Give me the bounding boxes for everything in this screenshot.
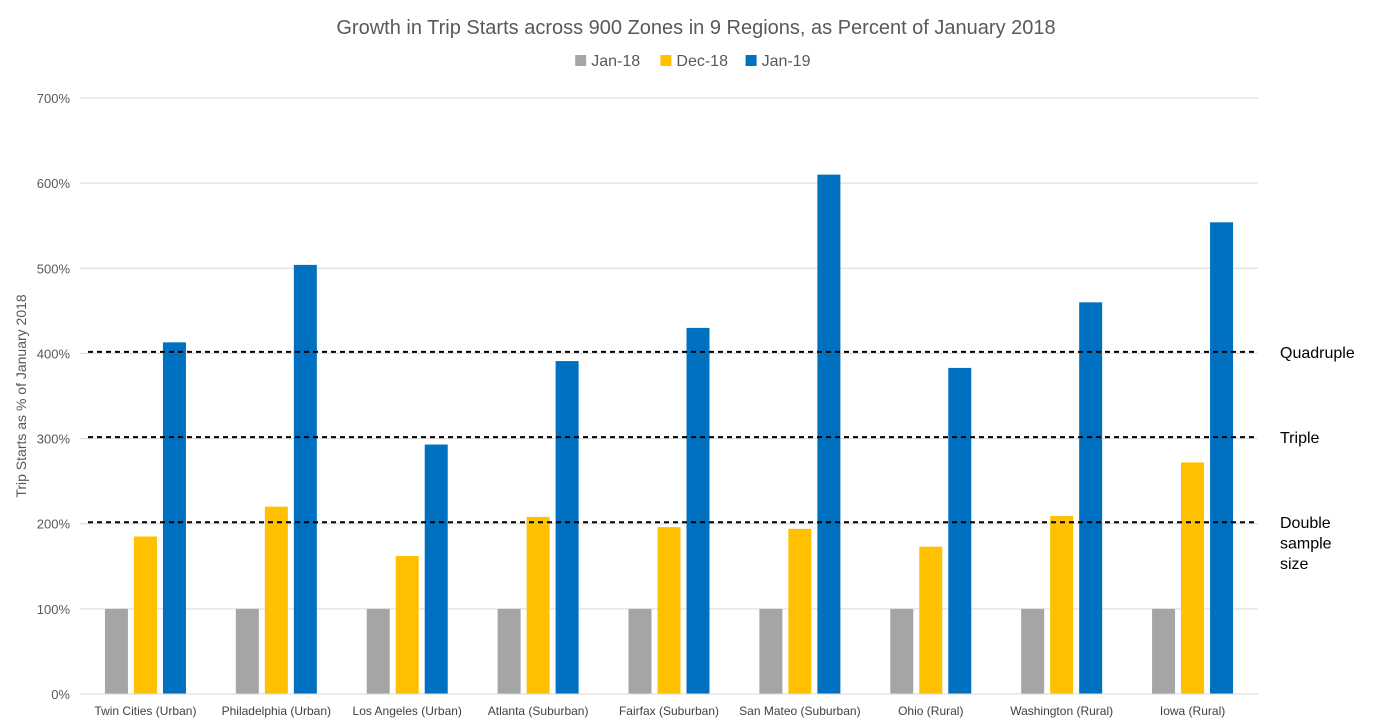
x-axis-categories: Twin Cities (Urban) Philadelphia (Urban) L… (94, 704, 1225, 718)
y-tick-label: 200% (37, 517, 71, 532)
reference-line-label: sample (1280, 536, 1332, 553)
y-tick-label: 400% (37, 346, 71, 361)
reference-line-label: size (1280, 556, 1309, 573)
x-category-label: Fairfax (Suburban) (619, 704, 719, 718)
bar-dec-18-5 (788, 528, 812, 694)
bar-jan-18-0 (104, 608, 128, 694)
x-category-label: Twin Cities (Urban) (94, 704, 196, 718)
bar-dec-18-4 (657, 527, 681, 694)
legend-label: Dec-18 (676, 53, 728, 70)
reference-line-label: Quadruple (1280, 345, 1355, 362)
y-tick-label: 300% (37, 432, 71, 447)
x-category-label: Washington (Rural) (1010, 704, 1113, 718)
x-category-label: Los Angeles (Urban) (353, 704, 462, 718)
x-category-label: Philadelphia (Urban) (222, 704, 331, 718)
x-category-label: Ohio (Rural) (898, 704, 963, 718)
bar-dec-18-0 (133, 536, 157, 694)
bar-jan-18-6 (890, 608, 914, 694)
bar-dec-18-8 (1181, 462, 1205, 694)
bar-dec-18-6 (919, 546, 943, 694)
bar-jan-18-3 (497, 608, 521, 694)
y-axis-ticks: 0% 100% 200% 300% 400% 500% 600% 700% (37, 91, 71, 702)
bar-jan-19-6 (948, 367, 972, 694)
x-category-label: Atlanta (Suburban) (488, 704, 589, 718)
legend-swatch-jan-19 (745, 55, 757, 66)
bar-dec-18-3 (526, 516, 550, 694)
legend: Jan-18 Dec-18 Jan-19 (575, 53, 811, 70)
reference-line-label: Double (1280, 515, 1331, 532)
chart-title: Growth in Trip Starts across 900 Zones i… (336, 17, 1055, 39)
y-tick-label: 700% (37, 91, 71, 106)
bars (104, 174, 1234, 695)
legend-label: Jan-18 (591, 53, 640, 70)
legend-swatch-jan-18 (575, 55, 587, 66)
bar-dec-18-2 (395, 556, 419, 694)
bar-jan-19-4 (686, 327, 710, 694)
reference-line-label: Triple (1280, 430, 1320, 447)
y-axis-label: Trip Starts as % of January 2018 (13, 294, 29, 498)
bar-jan-19-2 (424, 444, 448, 694)
bar-jan-19-5 (817, 174, 841, 695)
legend-swatch-dec-18 (660, 55, 672, 66)
bar-dec-18-7 (1050, 516, 1074, 694)
x-category-label: San Mateo (Suburban) (739, 704, 860, 718)
reference-lines: Quadruple Triple Double sample size (88, 345, 1355, 573)
y-tick-label: 600% (37, 176, 71, 191)
y-tick-label: 0% (51, 687, 70, 702)
bar-dec-18-1 (264, 506, 288, 694)
bar-jan-19-0 (162, 342, 186, 694)
y-tick-label: 100% (37, 602, 71, 617)
bar-jan-18-1 (235, 608, 259, 694)
bar-jan-18-7 (1021, 608, 1045, 694)
bar-jan-19-3 (555, 361, 579, 694)
bar-jan-18-2 (366, 608, 390, 694)
bar-jan-19-7 (1079, 302, 1103, 694)
bar-jan-18-5 (759, 608, 783, 694)
x-category-label: Iowa (Rural) (1160, 704, 1225, 718)
bar-jan-18-8 (1152, 608, 1176, 694)
legend-label: Jan-19 (762, 53, 811, 70)
bar-jan-18-4 (628, 608, 652, 694)
bar-jan-19-1 (293, 264, 317, 694)
y-tick-label: 500% (37, 261, 71, 276)
bar-jan-19-8 (1210, 222, 1234, 694)
